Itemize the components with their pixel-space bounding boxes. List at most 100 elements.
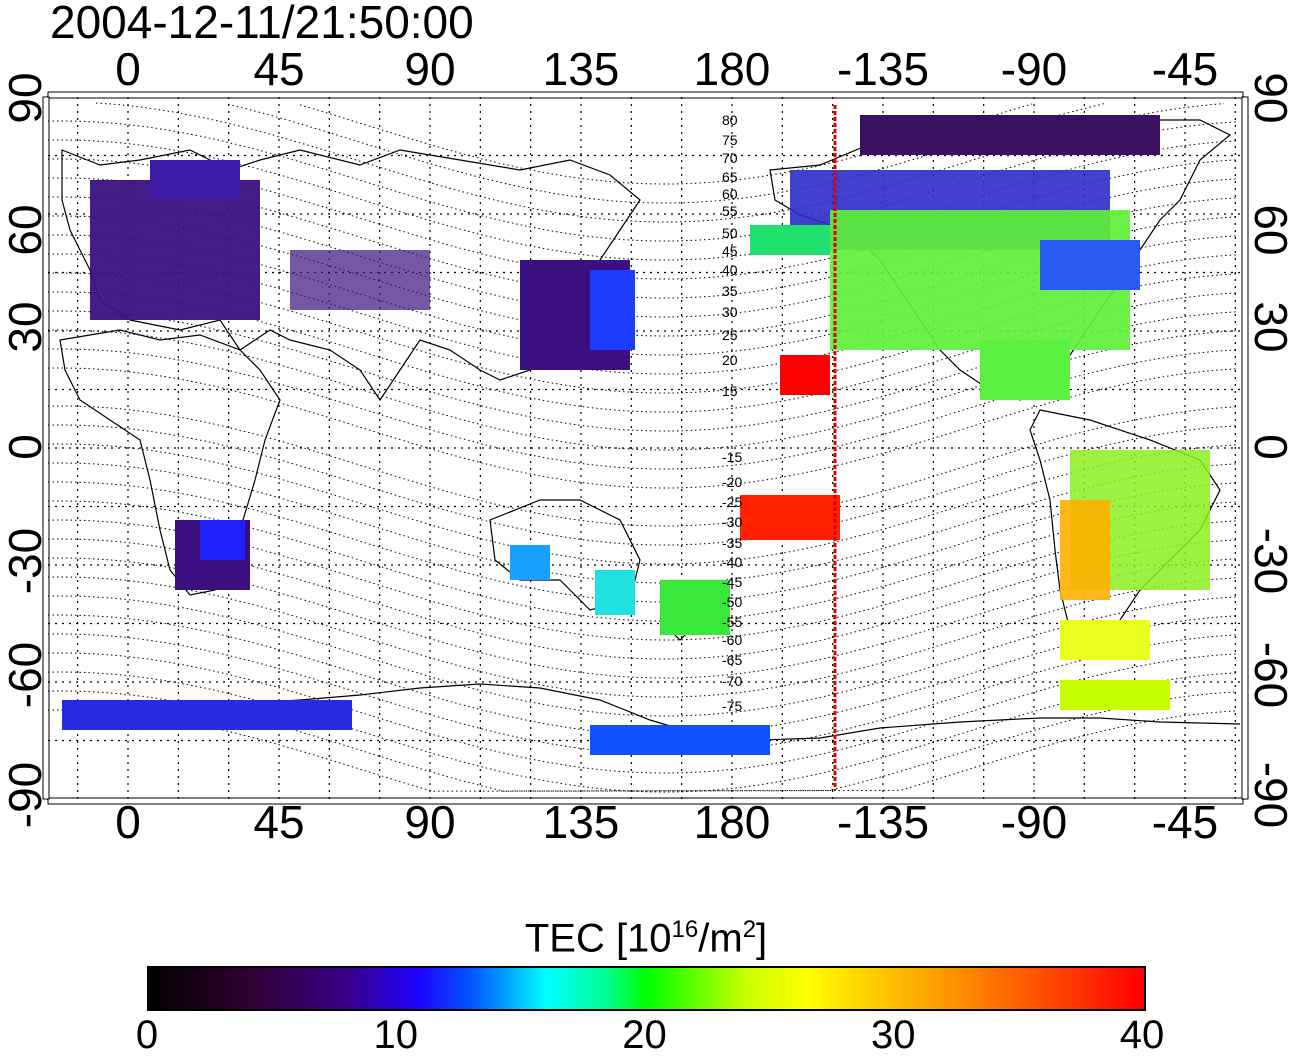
magnetic-contour <box>47 367 1237 489</box>
magnetic-contour <box>47 481 1237 603</box>
tec-region-europe <box>90 180 260 320</box>
contour-label: 80 <box>722 112 738 128</box>
magnetic-contour <box>47 120 1237 242</box>
left-lat-tick-label: 90 <box>0 72 51 124</box>
tec-region-south-africa-blue <box>200 520 245 560</box>
left-lat-tick-label: 30 <box>0 301 51 353</box>
magnetic-contour <box>47 652 1237 774</box>
contour-label: -65 <box>722 652 742 668</box>
top-lon-tick-label: 0 <box>115 43 141 95</box>
contour-label: -75 <box>722 698 742 714</box>
colorbar-title-prefix: TEC [10 <box>524 916 672 961</box>
contour-label: 60 <box>722 186 738 202</box>
right-frame-bar <box>1241 96 1249 800</box>
contour-label: 30 <box>722 304 738 320</box>
top-lon-tick-label: 180 <box>693 43 771 95</box>
magnetic-contour <box>47 329 1237 451</box>
magnetic-contour <box>47 595 1237 717</box>
tec-region-new-zealand <box>660 580 730 635</box>
magnetic-contour <box>227 103 1105 204</box>
tec-region-antarctica-east <box>590 725 770 755</box>
bottom-lon-tick-label: 45 <box>253 796 305 848</box>
contour-label: 75 <box>722 132 738 148</box>
contour-label: -20 <box>722 474 742 490</box>
bottom-lon-tick-label: 0 <box>115 796 141 848</box>
colorbar-title-suffix: ] <box>756 916 768 961</box>
right-lat-tick-label: 30 <box>1245 301 1292 353</box>
contour-label: 40 <box>722 262 738 278</box>
magnetic-contour <box>47 139 1237 261</box>
magnetic-contour <box>47 519 1237 641</box>
right-lat-tick-label: -60 <box>1245 641 1292 709</box>
left-lat-tick-label: -60 <box>0 641 51 709</box>
magnetic-contour <box>47 424 1237 546</box>
right-lat-tick-label: 90 <box>1245 72 1292 124</box>
magnetic-contour <box>47 348 1237 470</box>
contour-label: -15 <box>722 449 742 465</box>
tec-region-antarctic-peninsula <box>1060 680 1170 710</box>
bottom-lon-tick-label: 135 <box>542 796 620 848</box>
tec-data-cells <box>62 115 1210 755</box>
magnetic-contour <box>47 291 1237 413</box>
colorbar-title-exp1: 16 <box>671 916 699 943</box>
tec-region-hawaii <box>780 355 830 395</box>
tec-region-antarctica-west <box>62 700 352 730</box>
magnetic-latitude-contours <box>47 102 1237 793</box>
tec-region-central-america <box>980 340 1070 400</box>
bottom-frame-bar <box>47 797 1244 805</box>
top-lon-tick-label: 90 <box>404 43 456 95</box>
top-lon-tick-label: -135 <box>836 43 930 95</box>
colorbar-tick-label: 10 <box>373 1013 419 1057</box>
magnetic-contour <box>47 253 1237 375</box>
contour-label: -30 <box>722 514 742 530</box>
tec-region-central-asia <box>290 250 430 310</box>
magnetic-contour <box>47 576 1237 698</box>
left-lat-tick-label: -30 <box>0 527 51 595</box>
left-lat-tick-label: 0 <box>0 434 51 460</box>
magnetic-contour <box>47 538 1237 660</box>
magnetic-contour <box>47 443 1237 565</box>
contour-label: 45 <box>722 243 738 259</box>
contour-label: 15 <box>722 383 738 399</box>
tec-region-australia-west <box>510 545 550 580</box>
magnetic-contour <box>47 215 1237 337</box>
colorbar-tick-label: 30 <box>871 1013 916 1057</box>
top-lon-tick-label: -45 <box>1151 43 1219 95</box>
magnetic-contour <box>47 671 1237 793</box>
magnetic-contour <box>47 310 1237 432</box>
magnetic-contour <box>47 234 1237 356</box>
contour-label: 20 <box>722 352 738 368</box>
right-lat-tick-label: 60 <box>1245 204 1292 256</box>
contour-label: 70 <box>722 150 738 166</box>
magnetic-contour <box>47 557 1237 679</box>
colorbar-title-exp2: 2 <box>742 916 757 943</box>
contour-label: 55 <box>722 203 738 219</box>
tec-region-australia-east <box>595 570 635 615</box>
contour-label: -60 <box>722 632 742 648</box>
right-lat-tick-label: -90 <box>1245 761 1292 829</box>
magnetic-contour <box>47 177 1237 299</box>
right-lat-tick-label: -30 <box>1245 527 1292 595</box>
contour-label: -70 <box>722 673 742 689</box>
magnetic-contour <box>47 272 1237 394</box>
top-lon-tick-label: 135 <box>542 43 620 95</box>
tec-region-japan <box>590 270 635 350</box>
top-lon-tick-label: -90 <box>1000 43 1068 95</box>
tec-region-alaska <box>750 225 830 255</box>
tec-region-south-america-south <box>1060 500 1110 600</box>
bottom-lon-tick-label: 90 <box>404 796 456 848</box>
top-frame-bar <box>47 91 1244 99</box>
bottom-lon-tick-label: -90 <box>1000 796 1068 848</box>
colorbar <box>147 966 1146 1011</box>
right-lat-tick-label: 0 <box>1245 434 1292 460</box>
magnetic-contour <box>47 690 1237 792</box>
tec-region-patagonia <box>1060 620 1150 660</box>
contour-label: -40 <box>722 554 742 570</box>
coastline-eurasia <box>61 149 641 402</box>
magnetic-contour <box>47 196 1237 318</box>
contour-label: 65 <box>722 169 738 185</box>
timestamp-title: 2004-12-11/21:50:00 <box>50 0 474 48</box>
tec-region-europe-east <box>150 160 240 200</box>
